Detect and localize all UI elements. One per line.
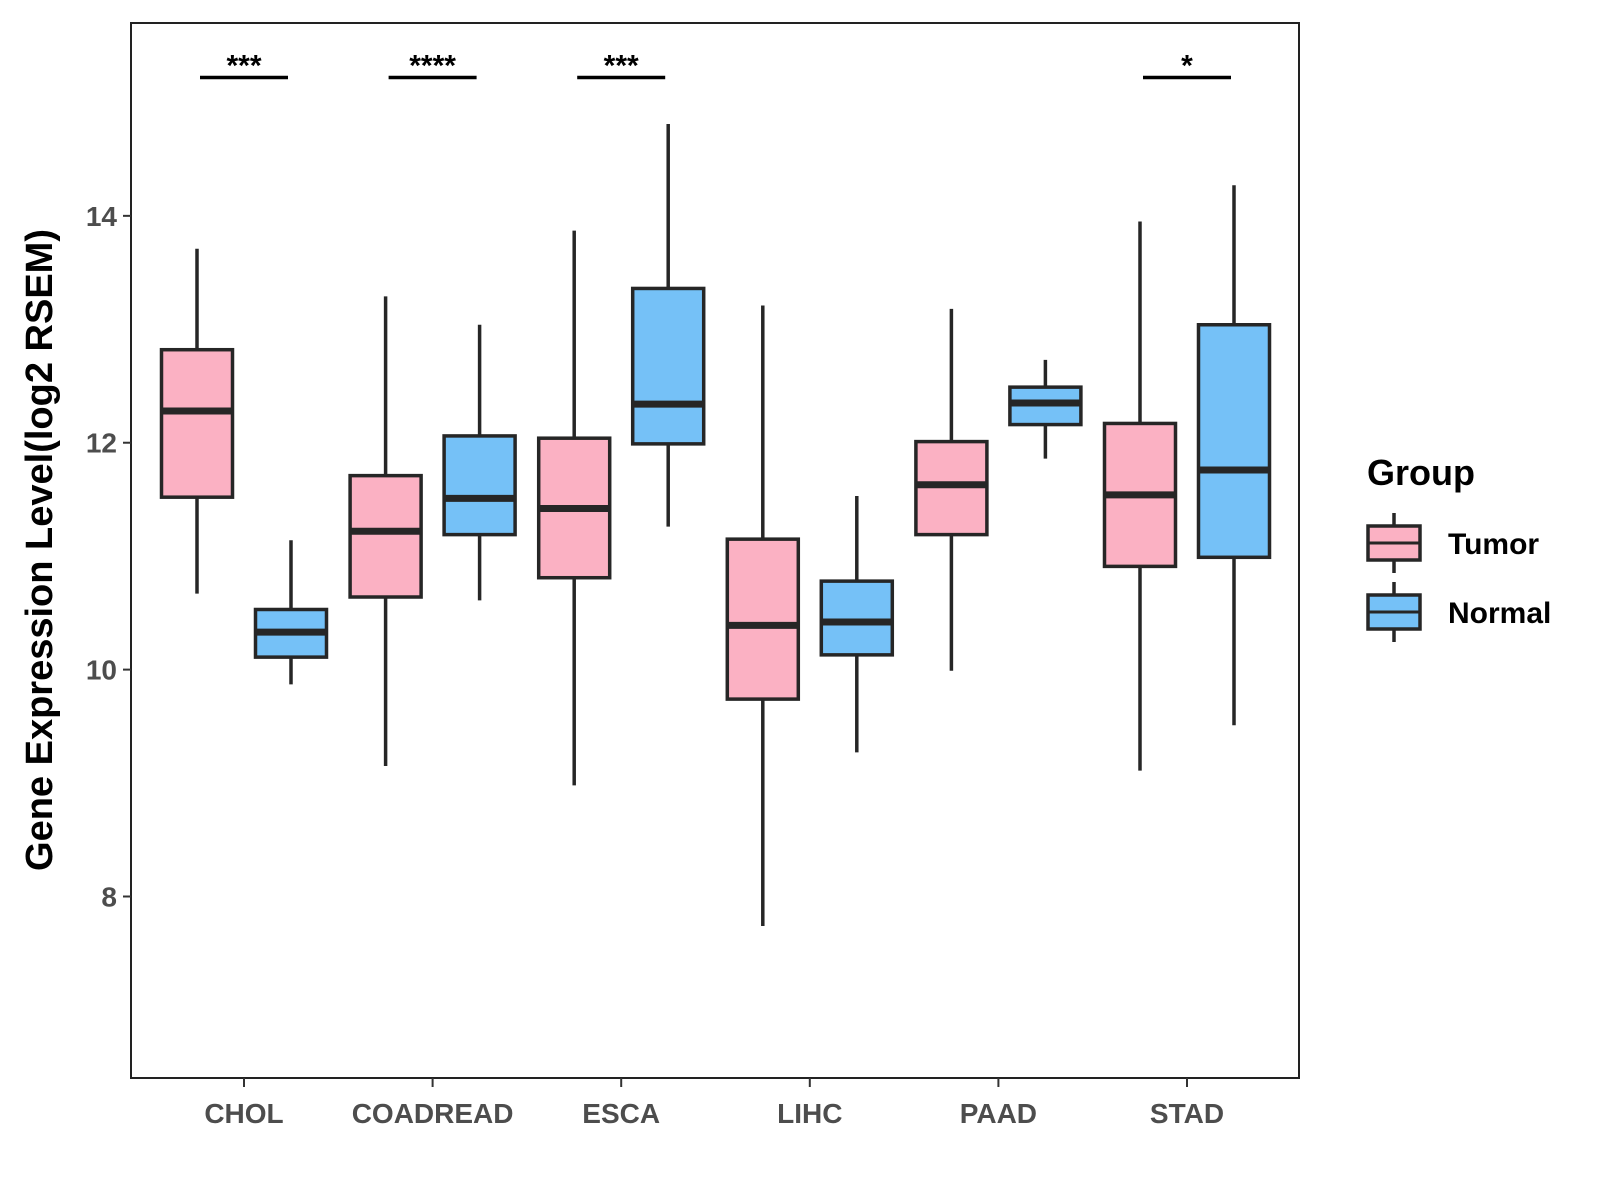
box-normal-chol bbox=[253, 540, 329, 685]
box-tumor-esca bbox=[536, 230, 612, 786]
boxes-layer bbox=[159, 123, 1272, 926]
significance-label: **** bbox=[409, 49, 456, 82]
box-body bbox=[630, 286, 706, 446]
y-axis-title: Gene Expression Level(log2 RSEM) bbox=[19, 229, 61, 871]
box-normal-coadread bbox=[442, 324, 517, 601]
x-tick-label: ESCA bbox=[582, 1098, 660, 1129]
significance-label: * bbox=[1181, 49, 1193, 82]
x-tick-label: STAD bbox=[1150, 1098, 1224, 1129]
box-tumor-chol bbox=[159, 248, 235, 594]
x-tick-label: CHOL bbox=[204, 1098, 283, 1129]
y-tick-label: 14 bbox=[86, 201, 118, 232]
box-body bbox=[819, 579, 895, 657]
legend-item-normal: Normal bbox=[1366, 582, 1551, 642]
box-body bbox=[348, 473, 423, 599]
y-axis: 8 10 12 14 bbox=[86, 201, 131, 912]
legend-title: Group bbox=[1367, 452, 1475, 493]
y-tick-label: 10 bbox=[86, 655, 117, 686]
box-normal-lihc bbox=[819, 496, 895, 753]
box-tumor-stad bbox=[1102, 221, 1178, 771]
x-axis: CHOL COADREAD ESCA LIHC PAAD STAD bbox=[204, 1078, 1224, 1129]
y-tick-label: 12 bbox=[86, 428, 117, 459]
legend-label: Normal bbox=[1448, 597, 1551, 630]
box-normal-paad bbox=[1008, 359, 1083, 459]
box-tumor-coadread bbox=[348, 296, 423, 767]
box-body bbox=[159, 347, 235, 499]
x-tick-label: PAAD bbox=[960, 1098, 1037, 1129]
box-body bbox=[725, 537, 801, 701]
box-normal-stad bbox=[1196, 185, 1272, 726]
x-tick-label: LIHC bbox=[777, 1098, 842, 1129]
box-body bbox=[1196, 323, 1272, 560]
significance-label: *** bbox=[604, 49, 639, 82]
legend-label: Tumor bbox=[1448, 528, 1539, 561]
box-tumor-paad bbox=[914, 308, 989, 671]
legend: Group Tumor Normal bbox=[1366, 452, 1551, 642]
box-tumor-lihc bbox=[725, 305, 801, 926]
legend-item-tumor: Tumor bbox=[1366, 513, 1539, 573]
x-tick-label: COADREAD bbox=[352, 1098, 514, 1129]
significance-layer: *** **** *** * bbox=[200, 49, 1231, 82]
box-normal-esca bbox=[630, 123, 706, 527]
significance-label: *** bbox=[226, 49, 261, 82]
y-tick-label: 8 bbox=[101, 881, 117, 912]
box-body bbox=[442, 434, 517, 537]
